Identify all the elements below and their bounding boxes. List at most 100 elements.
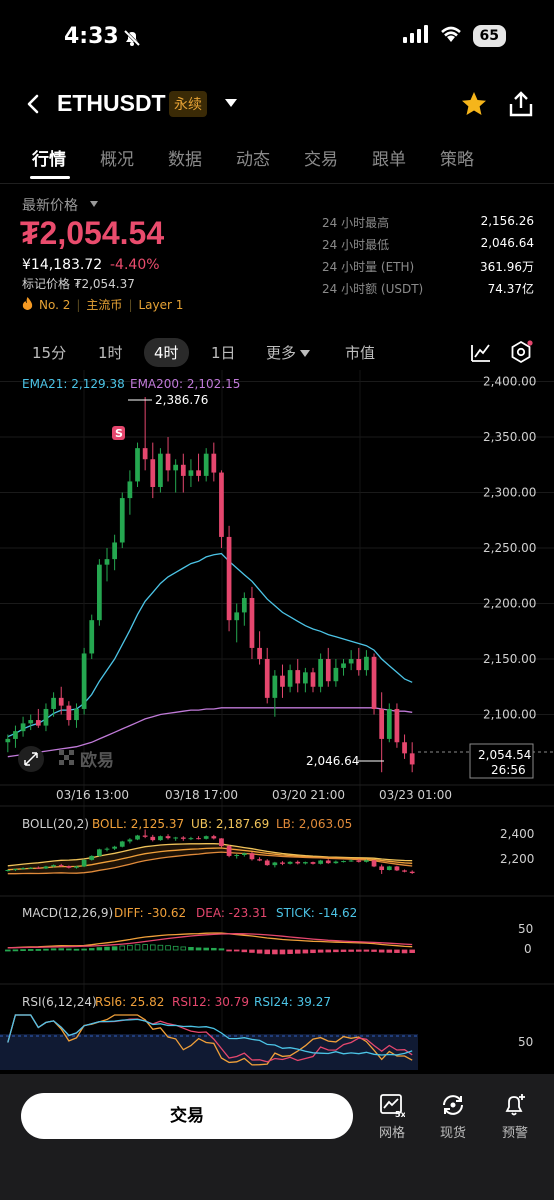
boll-legend-lb: LB: 2,063.05 — [276, 817, 352, 831]
tag-rank[interactable]: No. 2 — [39, 297, 71, 312]
candle-body — [356, 659, 362, 671]
macd-bar — [73, 948, 80, 951]
timeframe-more[interactable]: 更多 — [266, 342, 311, 363]
time-axis-tick: 03/20 21:00 — [272, 788, 345, 802]
candle-body — [196, 470, 201, 476]
stat-value: 74.37亿 — [487, 282, 534, 296]
candle-body — [287, 670, 293, 687]
candle-body — [348, 659, 354, 664]
wifi-icon — [439, 25, 463, 47]
boll-candle-body — [165, 836, 171, 839]
symbol-dropdown-icon[interactable] — [225, 99, 237, 107]
macd-bar — [27, 949, 34, 951]
section-tabs: 行情 概况 数据 动态 交易 跟单 策略 — [0, 142, 554, 182]
boll-candle-body — [81, 859, 87, 867]
boll-candle-body — [196, 838, 201, 840]
price-alert-button[interactable]: 预警 — [491, 1092, 539, 1141]
last-price-tag — [469, 743, 534, 779]
indicator-icon[interactable] — [470, 341, 492, 367]
kline-chart-area[interactable]: 2,400.00 2,350.00 2,300.00 2,250.00 2,200.00… — [0, 370, 554, 1070]
macd-bar — [218, 948, 225, 951]
market-cap-toggle[interactable]: 市值 — [345, 344, 376, 362]
timeframe-1h[interactable]: 1时 — [98, 344, 123, 362]
tag-separator: | — [128, 297, 133, 312]
boll-candle-body — [135, 835, 140, 840]
macd-bar — [256, 949, 263, 954]
tab-feed[interactable]: 动态 — [236, 150, 270, 170]
symbol-title[interactable]: ETHUSDT — [57, 90, 166, 116]
macd-bar — [127, 944, 133, 951]
boll-candle-body — [226, 846, 232, 856]
candle-body — [28, 720, 34, 724]
timeframe-1d[interactable]: 1日 — [211, 344, 236, 362]
timeframe-bar: 15分 1时 4时 1日 更多 市值 — [0, 334, 554, 370]
tab-copy-trading[interactable]: 跟单 — [372, 150, 406, 170]
tag-category[interactable]: 主流币 — [86, 298, 123, 312]
macd-bar — [58, 948, 64, 951]
candle-body — [264, 659, 270, 698]
tab-trade[interactable]: 交易 — [304, 150, 338, 170]
macd-bar — [203, 947, 209, 951]
price-type-selector[interactable]: 最新价格 — [22, 198, 78, 214]
tab-data[interactable]: 数据 — [168, 150, 202, 170]
stat-value: 361.96万 — [480, 260, 534, 274]
candle-body — [249, 597, 255, 648]
candle-body — [66, 705, 72, 721]
candle-body — [303, 672, 308, 684]
boll-candle-body — [28, 867, 34, 869]
boll-candle-body — [364, 860, 369, 862]
tab-market[interactable]: 行情 — [32, 150, 66, 170]
candle-body — [5, 738, 11, 743]
boll-candle-body — [257, 859, 262, 861]
back-button[interactable] — [22, 92, 46, 116]
tag-sector[interactable]: Layer 1 — [138, 297, 184, 312]
macd-bar — [142, 944, 148, 951]
macd-bar — [20, 949, 26, 952]
candle-body — [379, 708, 385, 739]
stat-low-24h: 24 小时最低 2,046.64 — [322, 236, 534, 256]
stat-value: 2,156.26 — [480, 214, 534, 228]
macd-bar — [66, 948, 72, 951]
rsi-axis-50: 50 — [518, 1035, 533, 1049]
tag-separator: | — [76, 297, 81, 312]
spot-button[interactable]: 现货 — [429, 1092, 477, 1141]
time-axis-tick: 03/18 17:00 — [165, 788, 238, 802]
share-icon[interactable] — [508, 90, 534, 118]
candle-body — [333, 667, 339, 682]
chart-settings-icon[interactable] — [509, 340, 533, 368]
favorite-star-icon[interactable] — [460, 90, 488, 118]
time-axis-tick: 03/23 01:00 — [379, 788, 452, 802]
boll-candle-body — [287, 861, 293, 864]
macd-bar — [180, 946, 187, 951]
timeframe-4h[interactable]: 4时 — [144, 338, 189, 367]
macd-bar — [35, 949, 42, 951]
stat-volume-usdt: 24 小时额 (USDT) 74.37亿 — [322, 280, 534, 300]
watermark-text: 欧易 — [80, 750, 114, 771]
macd-bar — [88, 948, 95, 951]
candle-body — [81, 653, 87, 709]
rsi24-line — [7, 1014, 413, 1056]
candle-body — [364, 656, 369, 671]
tab-overview[interactable]: 概况 — [100, 150, 134, 170]
boll-candle-body — [203, 836, 209, 839]
bottom-action-bar: 交易 5x 网格 现货 预警 — [0, 1074, 554, 1200]
tab-strategy[interactable]: 策略 — [440, 150, 474, 170]
macd-bar — [333, 949, 339, 953]
kline-chart[interactable]: 2,400.00 2,350.00 2,300.00 2,250.00 2,200.00… — [0, 370, 554, 1070]
contract-type-badge: 永续 — [169, 91, 207, 117]
spot-exchange-icon — [443, 1095, 463, 1115]
boll-mid-line — [7, 847, 413, 871]
boll-candle-body — [188, 838, 194, 840]
grid-bot-button[interactable]: 5x 网格 — [368, 1092, 416, 1141]
boll-candle-body — [74, 866, 79, 868]
trade-button[interactable]: 交易 — [21, 1093, 353, 1139]
expand-icon[interactable] — [18, 746, 44, 772]
timeframe-15m[interactable]: 15分 — [32, 344, 67, 362]
candle-body — [371, 656, 377, 709]
candle-body — [74, 708, 79, 721]
macd-bar — [5, 949, 11, 952]
cny-price: ¥14,183.72 — [22, 257, 103, 273]
boll-bands — [5, 829, 415, 875]
sell-marker[interactable] — [112, 426, 125, 440]
macd-bar — [348, 949, 354, 952]
